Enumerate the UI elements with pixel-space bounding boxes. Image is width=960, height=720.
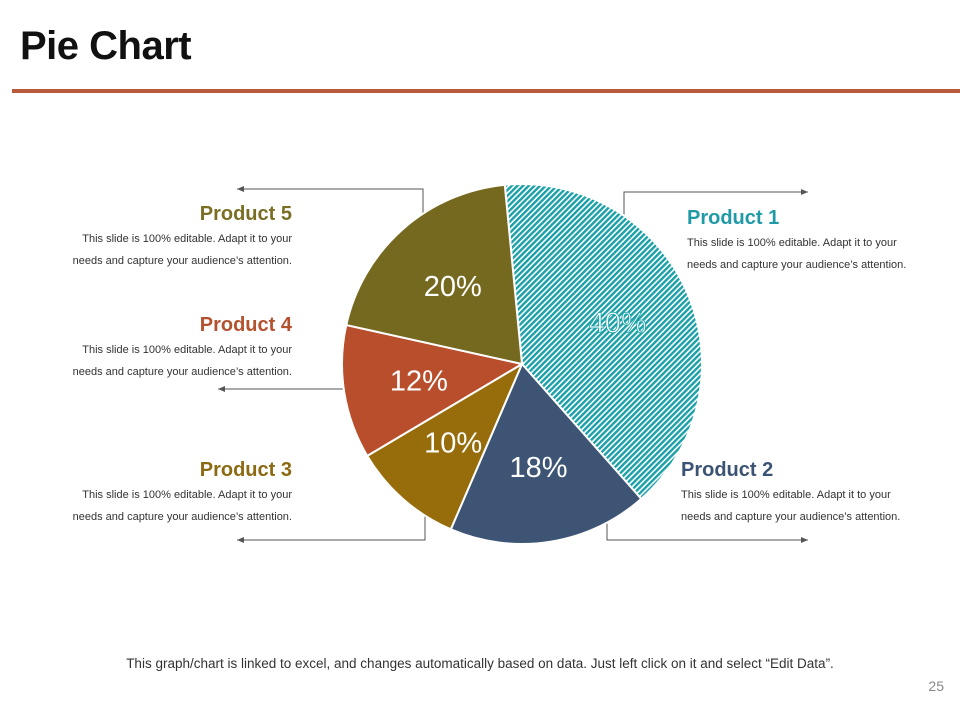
title-divider bbox=[12, 89, 960, 93]
page-title: Pie Chart bbox=[20, 24, 192, 68]
product-5-name: Product 5 bbox=[199, 203, 292, 225]
leader-product-3 bbox=[237, 512, 426, 541]
callout-product-5: Product 5 This slide is 100% editable. A… bbox=[42, 202, 292, 272]
pie-label-product-1: 40% bbox=[589, 307, 647, 339]
product-2-desc-line-1: This slide is 100% editable. Adapt it to… bbox=[681, 489, 891, 501]
product-5-desc-line-2: needs and capture your audience’s attent… bbox=[72, 255, 292, 267]
pie-slice-product-1 bbox=[503, 183, 703, 501]
product-4-desc-line-1: This slide is 100% editable. Adapt it to… bbox=[82, 344, 292, 356]
pie-labels: 40% 18% 10% 12% 20% bbox=[390, 271, 647, 484]
leader-product-4-arrowhead bbox=[218, 386, 225, 392]
pie-slices bbox=[341, 183, 703, 545]
leader-product-1-arrowhead bbox=[801, 189, 808, 195]
product-2-desc-line-2: needs and capture your audience’s attent… bbox=[681, 511, 901, 523]
product-3-desc-line-1: This slide is 100% editable. Adapt it to… bbox=[82, 489, 292, 501]
product-1-desc-line-1: This slide is 100% editable. Adapt it to… bbox=[687, 237, 897, 249]
product-3-desc-line-2: needs and capture your audience’s attent… bbox=[72, 511, 292, 523]
product-4-description: This slide is 100% editable. Adapt it to… bbox=[42, 339, 292, 383]
footer-note: This graph/chart is linked to excel, and… bbox=[126, 656, 834, 671]
leader-product-3-arrowhead bbox=[237, 537, 244, 543]
leader-lines bbox=[218, 186, 808, 543]
pie-label-product-4: 12% bbox=[390, 366, 448, 398]
product-3-name: Product 3 bbox=[199, 459, 292, 481]
pie-label-product-5: 20% bbox=[424, 271, 482, 303]
product-5-desc-line-1: This slide is 100% editable. Adapt it to… bbox=[82, 233, 292, 245]
pie-label-product-3: 10% bbox=[424, 427, 482, 459]
leader-product-2-arrowhead bbox=[801, 537, 808, 543]
pie-slice-product-2 bbox=[449, 362, 643, 545]
product-4-name: Product 4 bbox=[199, 314, 292, 336]
pie-slice-product-3 bbox=[365, 361, 525, 531]
pie-slice-product-4 bbox=[341, 323, 525, 458]
product-1-desc-line-2: needs and capture your audience’s attent… bbox=[687, 259, 907, 271]
product-1-name: Product 1 bbox=[687, 207, 780, 229]
pie-label-product-2: 18% bbox=[509, 452, 567, 484]
product-3-description: This slide is 100% editable. Adapt it to… bbox=[42, 484, 292, 528]
callout-product-1: Product 1 This slide is 100% editable. A… bbox=[687, 206, 937, 276]
callout-product-2: Product 2 This slide is 100% editable. A… bbox=[681, 458, 931, 528]
product-2-name: Product 2 bbox=[681, 459, 774, 481]
leader-product-5-arrowhead bbox=[237, 186, 244, 192]
page-number: 25 bbox=[928, 678, 944, 694]
callout-product-3: Product 3 This slide is 100% editable. A… bbox=[42, 458, 292, 528]
product-2-description: This slide is 100% editable. Adapt it to… bbox=[681, 484, 931, 528]
product-4-desc-line-2: needs and capture your audience’s attent… bbox=[72, 366, 292, 378]
product-5-description: This slide is 100% editable. Adapt it to… bbox=[42, 228, 292, 272]
leader-product-2 bbox=[606, 520, 808, 541]
callout-product-4: Product 4 This slide is 100% editable. A… bbox=[42, 313, 292, 383]
product-1-description: This slide is 100% editable. Adapt it to… bbox=[687, 232, 937, 276]
pie-slice-product-5 bbox=[345, 183, 524, 366]
leader-product-5 bbox=[237, 188, 424, 213]
